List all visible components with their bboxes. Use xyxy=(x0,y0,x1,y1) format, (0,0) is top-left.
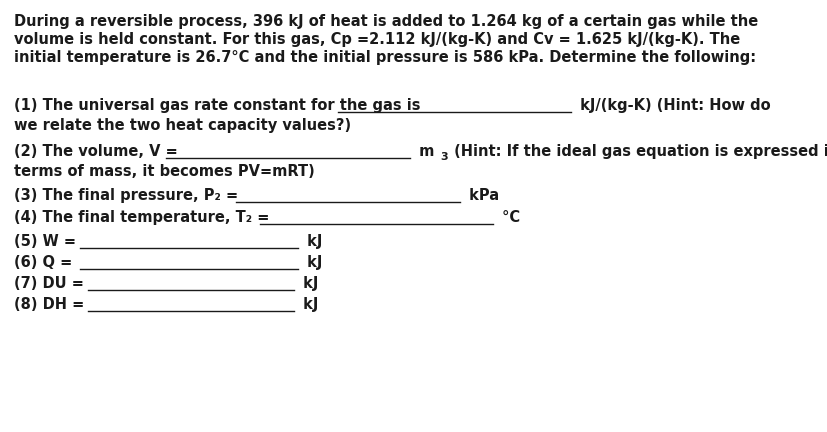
Text: kJ/(kg-K) (Hint: How do: kJ/(kg-K) (Hint: How do xyxy=(575,98,770,113)
Text: (3) The final pressure, P₂ =: (3) The final pressure, P₂ = xyxy=(14,188,238,203)
Text: (6) Q =: (6) Q = xyxy=(14,255,72,270)
Text: terms of mass, it becomes PV=mRT): terms of mass, it becomes PV=mRT) xyxy=(14,164,314,179)
Text: (Hint: If the ideal gas equation is expressed in: (Hint: If the ideal gas equation is expr… xyxy=(448,144,827,159)
Text: volume is held constant. For this gas, Cp =2.112 kJ/(kg-K) and Cv = 1.625 kJ/(kg: volume is held constant. For this gas, C… xyxy=(14,32,739,47)
Text: During a reversible process, 396 kJ of heat is added to 1.264 kg of a certain ga: During a reversible process, 396 kJ of h… xyxy=(14,14,758,29)
Text: we relate the two heat capacity values?): we relate the two heat capacity values?) xyxy=(14,118,351,133)
Text: initial temperature is 26.7°C and the initial pressure is 586 kPa. Determine the: initial temperature is 26.7°C and the in… xyxy=(14,50,755,65)
Text: (2) The volume, V =: (2) The volume, V = xyxy=(14,144,178,159)
Text: kJ: kJ xyxy=(298,297,318,312)
Text: 3: 3 xyxy=(440,152,447,162)
Text: m: m xyxy=(414,144,434,159)
Text: (5) W =: (5) W = xyxy=(14,234,76,249)
Text: °C: °C xyxy=(496,210,519,225)
Text: (8) DH =: (8) DH = xyxy=(14,297,84,312)
Text: (4) The final temperature, T₂ =: (4) The final temperature, T₂ = xyxy=(14,210,269,225)
Text: (1) The universal gas rate constant for the gas is: (1) The universal gas rate constant for … xyxy=(14,98,420,113)
Text: kJ: kJ xyxy=(302,255,323,270)
Text: (7) DU =: (7) DU = xyxy=(14,276,84,291)
Text: kJ: kJ xyxy=(298,276,318,291)
Text: kPa: kPa xyxy=(463,188,498,203)
Text: kJ: kJ xyxy=(302,234,323,249)
